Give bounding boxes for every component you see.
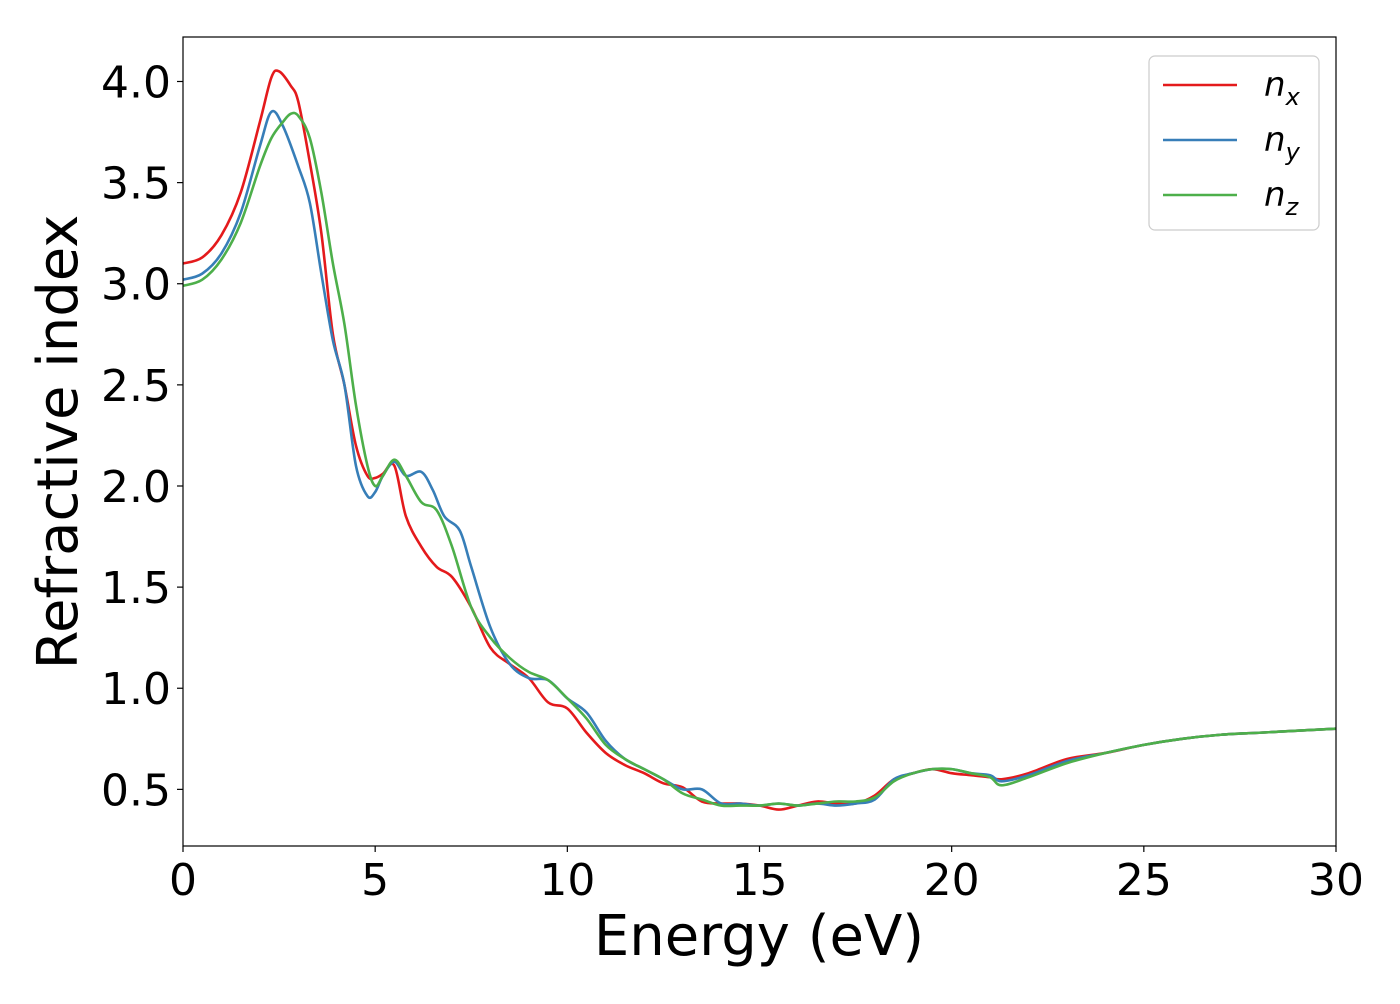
legend: nx ny nz: [1148, 55, 1320, 231]
legend-label-n-z: nz: [1264, 175, 1300, 221]
series-line-n-y: [183, 109, 1336, 807]
y-tick-label: 4.0: [101, 57, 171, 108]
x-tick-label: 15: [732, 855, 788, 906]
x-tick-label: 20: [924, 855, 980, 906]
y-tick-label: 2.0: [101, 462, 171, 513]
y-tick-label: 1.5: [101, 563, 171, 614]
x-tick-label: 5: [361, 855, 389, 906]
x-tick-label: 30: [1308, 855, 1364, 906]
x-tick-label: 0: [169, 855, 197, 906]
series-line-n-z: [183, 111, 1336, 808]
plot-area: [183, 69, 1336, 811]
y-tick-label: 2.5: [101, 361, 171, 412]
y-axis-title: Refractive index: [26, 215, 91, 670]
y-tick-label: 3.5: [101, 159, 171, 210]
y-tick-label: 1.0: [101, 664, 171, 715]
axes: 0 5 10 15 20 25 30 0.5 1.0 1.5 2.0 2.5 3.0 3.5 4.0: [101, 36, 1364, 906]
x-tick-label: 25: [1116, 855, 1172, 906]
x-tick-label: 10: [539, 855, 595, 906]
x-axis-title: Energy (eV): [594, 904, 924, 969]
y-tick-label: 3.0: [101, 260, 171, 311]
legend-box: [1148, 55, 1320, 231]
legend-label-n-x: nx: [1264, 65, 1301, 111]
legend-label-n-y: ny: [1264, 120, 1301, 166]
y-tick-label: 0.5: [101, 765, 171, 816]
